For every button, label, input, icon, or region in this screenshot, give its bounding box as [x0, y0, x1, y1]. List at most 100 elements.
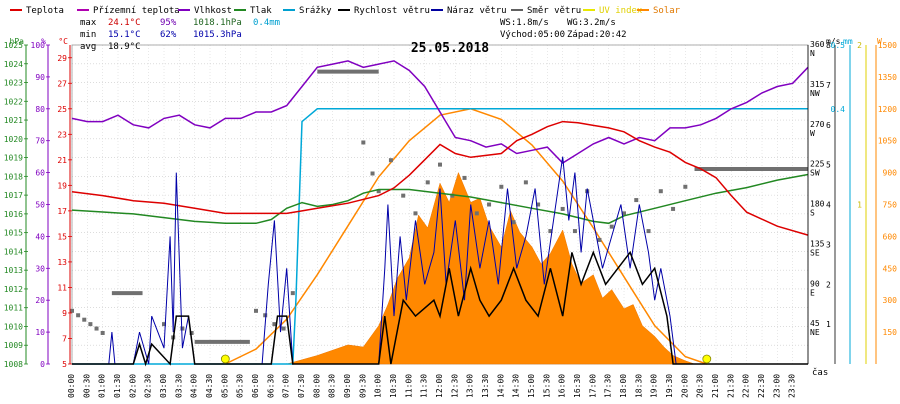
time-tick-label: 11:30 — [420, 374, 429, 398]
wind-direction-point — [370, 171, 375, 176]
time-tick-label: 16:30 — [573, 374, 582, 398]
direction-tick-label: 270 — [810, 120, 825, 129]
wind-direction-point — [361, 140, 366, 145]
stat-max-press: 1018.1hPa — [193, 18, 242, 28]
direction-tick-label: 90 — [810, 279, 820, 288]
direction-tick-label: 315 — [810, 80, 825, 89]
time-tick-label: 08:00 — [312, 374, 321, 398]
wind-direction-point — [82, 317, 87, 322]
time-tick-label: 18:00 — [619, 374, 628, 398]
legend-label: Náraz větru — [447, 6, 507, 16]
stat-avg-label: avg — [80, 42, 96, 52]
direction-tick-dir: N — [810, 49, 815, 58]
legend-label: Přízemní teplota — [93, 6, 180, 16]
solar-tick-label: 600 — [883, 232, 898, 241]
wind-direction-point — [536, 202, 541, 207]
solar-tick-label: 1050 — [878, 137, 897, 146]
wind-direction-point — [401, 193, 406, 198]
time-tick-label: 07:30 — [297, 374, 306, 398]
time-tick-label: 12:30 — [450, 374, 459, 398]
time-tick-label: 12:00 — [435, 374, 444, 398]
hpa-tick-label: 1011 — [4, 304, 23, 313]
time-tick-label: 14:00 — [496, 374, 505, 398]
wind-direction-point — [189, 330, 194, 335]
stat-max-hum: 95% — [160, 18, 177, 28]
wind-direction-point — [425, 180, 430, 185]
time-tick-label: 16:00 — [558, 374, 567, 398]
percent-tick-label: 50 — [35, 201, 45, 210]
wind-direction-point — [487, 202, 492, 207]
hpa-tick-label: 1012 — [4, 285, 23, 294]
mm-tick-label: 0.4 — [831, 105, 846, 114]
time-tick-label: 05:00 — [220, 374, 229, 398]
legend-label: Solar — [653, 6, 681, 16]
time-tick-label: 19:00 — [650, 374, 659, 398]
wind-direction-point — [254, 308, 258, 313]
solar-tick-label: 450 — [883, 264, 898, 273]
percent-tick-label: 100 — [31, 41, 46, 50]
stat-min-hum: 62% — [160, 30, 177, 40]
time-tick-label: 19:30 — [665, 374, 674, 398]
hpa-tick-label: 1008 — [4, 360, 23, 369]
mm-tick-label: 0.5 — [831, 41, 846, 50]
direction-tick-label: 45 — [810, 319, 820, 328]
ms-tick-label: 5 — [826, 161, 831, 170]
celsius-tick-label: 23 — [57, 130, 67, 139]
wind-direction-point — [290, 291, 295, 296]
legend-label: Směr větru — [527, 6, 581, 16]
time-tick-label: 01:00 — [98, 374, 107, 398]
hpa-tick-label: 1022 — [4, 97, 23, 106]
wind-direction-point — [388, 158, 393, 163]
mm-axis-unit: mm — [843, 37, 853, 46]
solar-tick-label: 150 — [883, 328, 898, 337]
solar-tick-label: 300 — [883, 296, 898, 305]
celsius-tick-label: 17 — [57, 207, 67, 216]
stat-min-label: min — [80, 30, 96, 40]
wind-direction-point — [548, 229, 553, 234]
wind-direction-point — [474, 211, 479, 216]
time-tick-label: 23:00 — [772, 374, 781, 398]
hpa-tick-label: 1010 — [4, 322, 23, 331]
hpa-axis-unit: hPa — [10, 37, 25, 46]
wind-direction-point — [413, 211, 418, 216]
wind-direction-point — [511, 220, 516, 225]
wind-speed-line — [72, 250, 808, 367]
celsius-tick-label: 7 — [62, 334, 67, 343]
chart-title: 25.05.2018 — [411, 41, 489, 56]
ms-tick-label: 4 — [826, 201, 831, 210]
wind-wg: WG:3.2m/s — [567, 18, 616, 28]
percent-tick-label: 0 — [40, 360, 45, 369]
hpa-tick-label: 1020 — [4, 135, 23, 144]
time-tick-label: 23:30 — [788, 374, 797, 398]
wind-info: WS:1.8m/s WG:3.2m/s Východ:05:00 Západ:2… — [500, 18, 627, 40]
uv-tick-label: 2 — [857, 41, 862, 50]
hpa-tick-label: 1019 — [4, 154, 23, 163]
wind-direction-point — [572, 229, 577, 234]
wind-direction-point — [70, 308, 74, 313]
uv-tick-label: 1 — [857, 201, 862, 210]
time-tick-label: 07:00 — [282, 374, 291, 398]
wind-direction-point — [272, 322, 277, 327]
celsius-tick-label: 5 — [62, 360, 67, 369]
direction-tick-label: 225 — [810, 160, 825, 169]
solar-tick-label: 900 — [883, 169, 898, 178]
wind-direction-point — [263, 313, 268, 318]
time-tick-label: 06:00 — [251, 374, 260, 398]
celsius-tick-label: 19 — [57, 181, 67, 190]
humidity-line — [71, 60, 809, 164]
wind-direction-point — [560, 206, 565, 211]
wind-ws: WS:1.8m/s — [500, 18, 549, 28]
time-tick-label: 03:00 — [159, 374, 168, 398]
pressure-line — [71, 173, 809, 225]
stat-max-temp: 24.1°C — [108, 18, 141, 28]
wind-direction-point — [76, 313, 81, 318]
celsius-tick-label: 11 — [57, 283, 67, 292]
stat-min-press: 1015.3hPa — [193, 30, 242, 40]
time-tick-label: 21:30 — [726, 374, 735, 398]
axes-layer: hPa1025102410231022102110201019101810171… — [4, 37, 897, 398]
wind-direction-point — [597, 237, 602, 242]
legend-label: UV index — [599, 6, 643, 16]
hpa-tick-label: 1018 — [4, 172, 23, 181]
time-tick-label: 13:30 — [481, 374, 490, 398]
